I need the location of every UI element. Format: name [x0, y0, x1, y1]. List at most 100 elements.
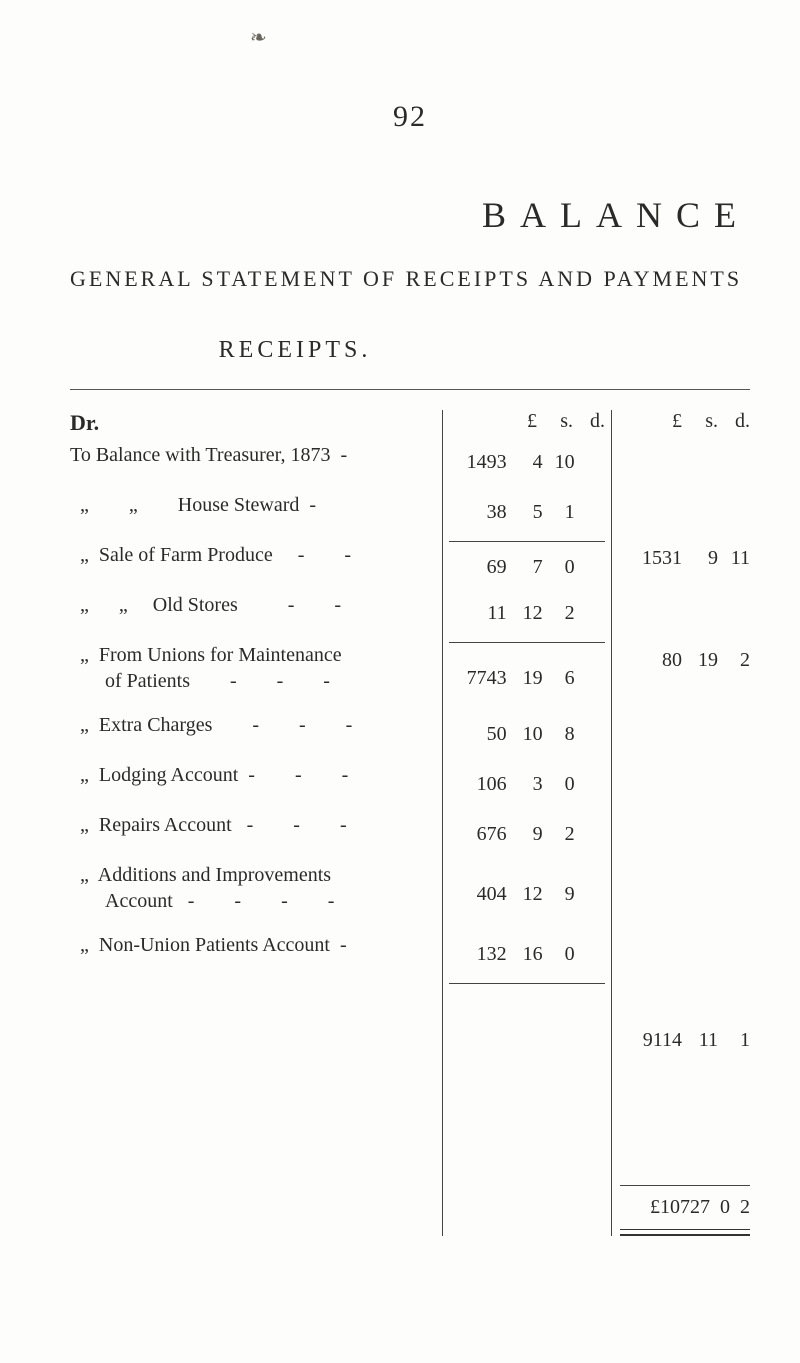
money-cell: 11 12 2	[449, 602, 575, 625]
balance-title: BALANCE	[70, 194, 750, 236]
pound-symbol: £	[624, 410, 682, 433]
ledger-left-column: Dr. To Balance with Treasurer, 1873 - „ …	[70, 410, 442, 1236]
money-cell: 404 12 9	[449, 883, 575, 906]
pence-symbol: d.	[581, 410, 605, 433]
amount-l: 1531	[620, 547, 682, 570]
amount-l: 9114	[620, 1029, 682, 1052]
row-label: „ Repairs Account - - -	[70, 812, 432, 838]
subtotal-cell: 80 19 2	[620, 649, 750, 672]
money-cell: 38 5 1	[449, 501, 575, 524]
table-row: „ Lodging Account - - -	[70, 762, 432, 812]
amount-s: 12	[515, 883, 543, 906]
amount-d: 0	[551, 943, 575, 966]
double-rule	[620, 1229, 750, 1236]
receipts-heading: RECEIPTS.	[70, 337, 750, 364]
amount-d: 10	[551, 451, 575, 474]
spacer	[620, 437, 750, 533]
amount-d: 11	[726, 547, 750, 570]
pence-symbol: d.	[726, 410, 750, 433]
spacer	[620, 685, 750, 1015]
total-rule	[620, 1185, 750, 1186]
ledger-mid-column: £ s. d. 1493 4 10 38 5 1 69 7 0 11	[442, 410, 612, 1236]
amount-s: 12	[515, 602, 543, 625]
amount-d: 2	[726, 649, 750, 672]
amount-s: 4	[515, 451, 543, 474]
money-cell: 676 9 2	[449, 823, 575, 846]
money-cell: 132 16 0	[449, 943, 575, 966]
shilling-symbol: s.	[690, 410, 718, 433]
ledger-table: Dr. To Balance with Treasurer, 1873 - „ …	[70, 410, 750, 1236]
amount-d: 8	[551, 723, 575, 746]
amount-l: 69	[449, 556, 507, 579]
shilling-symbol: s.	[545, 410, 573, 433]
amount-s: 3	[515, 773, 543, 796]
page-number: 92	[70, 100, 750, 134]
grand-total-block: £10727 0 2	[620, 1185, 750, 1236]
column-header: £ s. d.	[620, 410, 750, 433]
grand-total: £10727 0 2	[620, 1190, 750, 1225]
amount-d: 0	[551, 556, 575, 579]
row-label: „ Sale of Farm Produce - -	[70, 542, 432, 568]
table-row: „ Repairs Account - - -	[70, 812, 432, 862]
amount-l: 11	[449, 602, 507, 625]
amount-l: 676	[449, 823, 507, 846]
amount-l: 80	[620, 649, 682, 672]
amount-d: 2	[551, 602, 575, 625]
pound-symbol: £	[479, 410, 537, 433]
amount-s: 9	[515, 823, 543, 846]
money-cell: 7743 19 6	[449, 667, 575, 690]
row-label: „ From Unions for Maintenance of Patient…	[70, 642, 432, 694]
amount-d: 2	[551, 823, 575, 846]
general-statement-line: GENERAL STATEMENT OF RECEIPTS AND PAYMEN…	[70, 266, 750, 292]
amount-l: 50	[449, 723, 507, 746]
amount-s: 7	[515, 556, 543, 579]
amount-l: 1493	[449, 451, 507, 474]
page: ❧ 92 BALANCE GENERAL STATEMENT OF RECEIP…	[0, 0, 800, 1363]
top-rule	[70, 389, 750, 390]
row-label: „ Lodging Account - - -	[70, 762, 432, 788]
grand-total-value: £10727 0 2	[650, 1196, 750, 1219]
table-row: „ „ House Steward -	[70, 492, 432, 542]
amount-d: 0	[551, 773, 575, 796]
amount-s: 11	[690, 1029, 718, 1052]
table-row: „ „ Old Stores - -	[70, 592, 432, 642]
amount-l: 106	[449, 773, 507, 796]
corner-glyph: ❧	[250, 25, 267, 50]
amount-l: 132	[449, 943, 507, 966]
table-row: „ Sale of Farm Produce - -	[70, 542, 432, 592]
ledger-right-column: £ s. d. 1531 9 11 80 19 2 9114 11 1	[612, 410, 750, 1236]
subtotal-rule	[449, 541, 605, 542]
table-row: To Balance with Treasurer, 1873 -	[70, 442, 432, 492]
amount-l: 7743	[449, 667, 507, 690]
amount-s: 19	[690, 649, 718, 672]
subtotal-rule	[449, 642, 605, 643]
amount-l: 38	[449, 501, 507, 524]
row-label: „ „ Old Stores - -	[70, 592, 432, 618]
row-label: „ Additions and Improvements Account - -…	[70, 862, 432, 914]
amount-s: 9	[690, 547, 718, 570]
subtotal-cell: 9114 11 1	[620, 1029, 750, 1052]
table-row: „ From Unions for Maintenance of Patient…	[70, 642, 432, 712]
row-label: „ Extra Charges - - -	[70, 712, 432, 738]
table-row: „ Extra Charges - - -	[70, 712, 432, 762]
table-row: „ Non-Union Patients Account -	[70, 932, 432, 982]
spacer	[620, 583, 750, 635]
subtotal-cell: 1531 9 11	[620, 547, 750, 570]
row-label: To Balance with Treasurer, 1873 -	[70, 442, 432, 468]
money-cell: 106 3 0	[449, 773, 575, 796]
row-label: „ Non-Union Patients Account -	[70, 932, 432, 958]
money-cell: 69 7 0	[449, 556, 575, 579]
row-label: „ „ House Steward -	[70, 492, 432, 518]
amount-s: 19	[515, 667, 543, 690]
money-cell: 1493 4 10	[449, 451, 575, 474]
column-header: £ s. d.	[449, 410, 605, 433]
amount-l: 404	[449, 883, 507, 906]
money-cell: 50 10 8	[449, 723, 575, 746]
table-row: „ Additions and Improvements Account - -…	[70, 862, 432, 932]
amount-s: 5	[515, 501, 543, 524]
amount-d: 6	[551, 667, 575, 690]
amount-d: 9	[551, 883, 575, 906]
dr-label: Dr.	[70, 410, 432, 436]
final-rule	[449, 983, 605, 984]
amount-s: 16	[515, 943, 543, 966]
